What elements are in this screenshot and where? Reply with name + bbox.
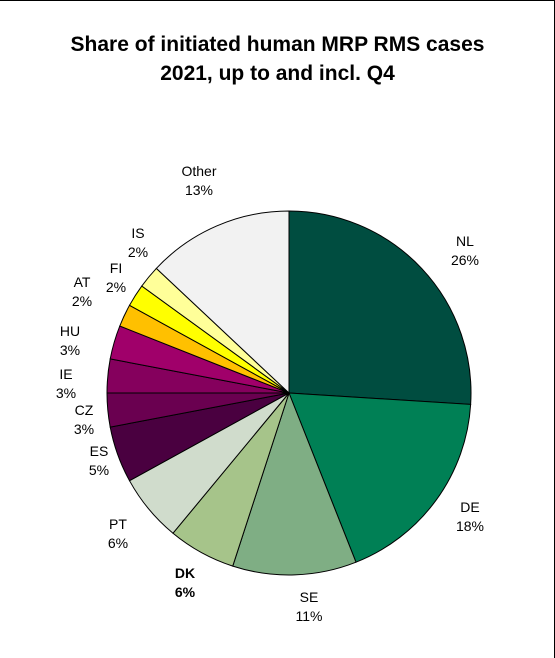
pie-slice-nl — [288, 210, 472, 405]
slice-label-se: SE — [300, 589, 319, 605]
pie-labels: NL26%DE18%SE11%DK6%PT6%ES5%CZ3%IE3%HU3%A… — [56, 163, 484, 624]
pie-slices — [106, 210, 472, 576]
slice-label-pt: PT — [109, 516, 127, 532]
slice-value-fi: 2% — [106, 279, 126, 295]
slice-label-es: ES — [90, 443, 109, 459]
pie-slice-se — [232, 391, 357, 576]
slice-label-de: DE — [460, 499, 479, 515]
slice-label-dk: DK — [175, 565, 195, 581]
slice-label-cz: CZ — [75, 402, 94, 418]
slice-label-ie: IE — [59, 366, 72, 382]
chart-title-line-1: Share of initiated human MRP RMS cases — [70, 33, 485, 56]
slice-value-dk: 6% — [175, 584, 196, 600]
slice-label-fi: FI — [110, 260, 122, 276]
slice-label-at: AT — [74, 274, 91, 290]
chart-title: Share of initiated human MRP RMS cases 2… — [0, 30, 555, 88]
pie-slice-other — [155, 210, 290, 395]
slice-value-nl: 26% — [451, 252, 479, 268]
slice-label-hu: HU — [60, 323, 80, 339]
slice-value-pt: 6% — [108, 535, 128, 551]
slice-value-cz: 3% — [74, 421, 94, 437]
slice-value-de: 18% — [456, 518, 484, 534]
chart-title-line-2: 2021, up to and incl. Q4 — [160, 62, 395, 85]
slice-value-is: 2% — [128, 244, 148, 260]
slice-value-other: 13% — [185, 182, 213, 198]
slice-value-es: 5% — [89, 462, 109, 478]
slice-value-at: 2% — [72, 293, 92, 309]
slice-value-ie: 3% — [56, 385, 76, 401]
slice-label-nl: NL — [456, 233, 474, 249]
slice-value-se: 11% — [296, 608, 323, 624]
slice-label-other: Other — [181, 163, 216, 179]
pie-slice-de — [288, 392, 472, 563]
slice-label-is: IS — [131, 225, 144, 241]
slice-value-hu: 3% — [60, 342, 80, 358]
